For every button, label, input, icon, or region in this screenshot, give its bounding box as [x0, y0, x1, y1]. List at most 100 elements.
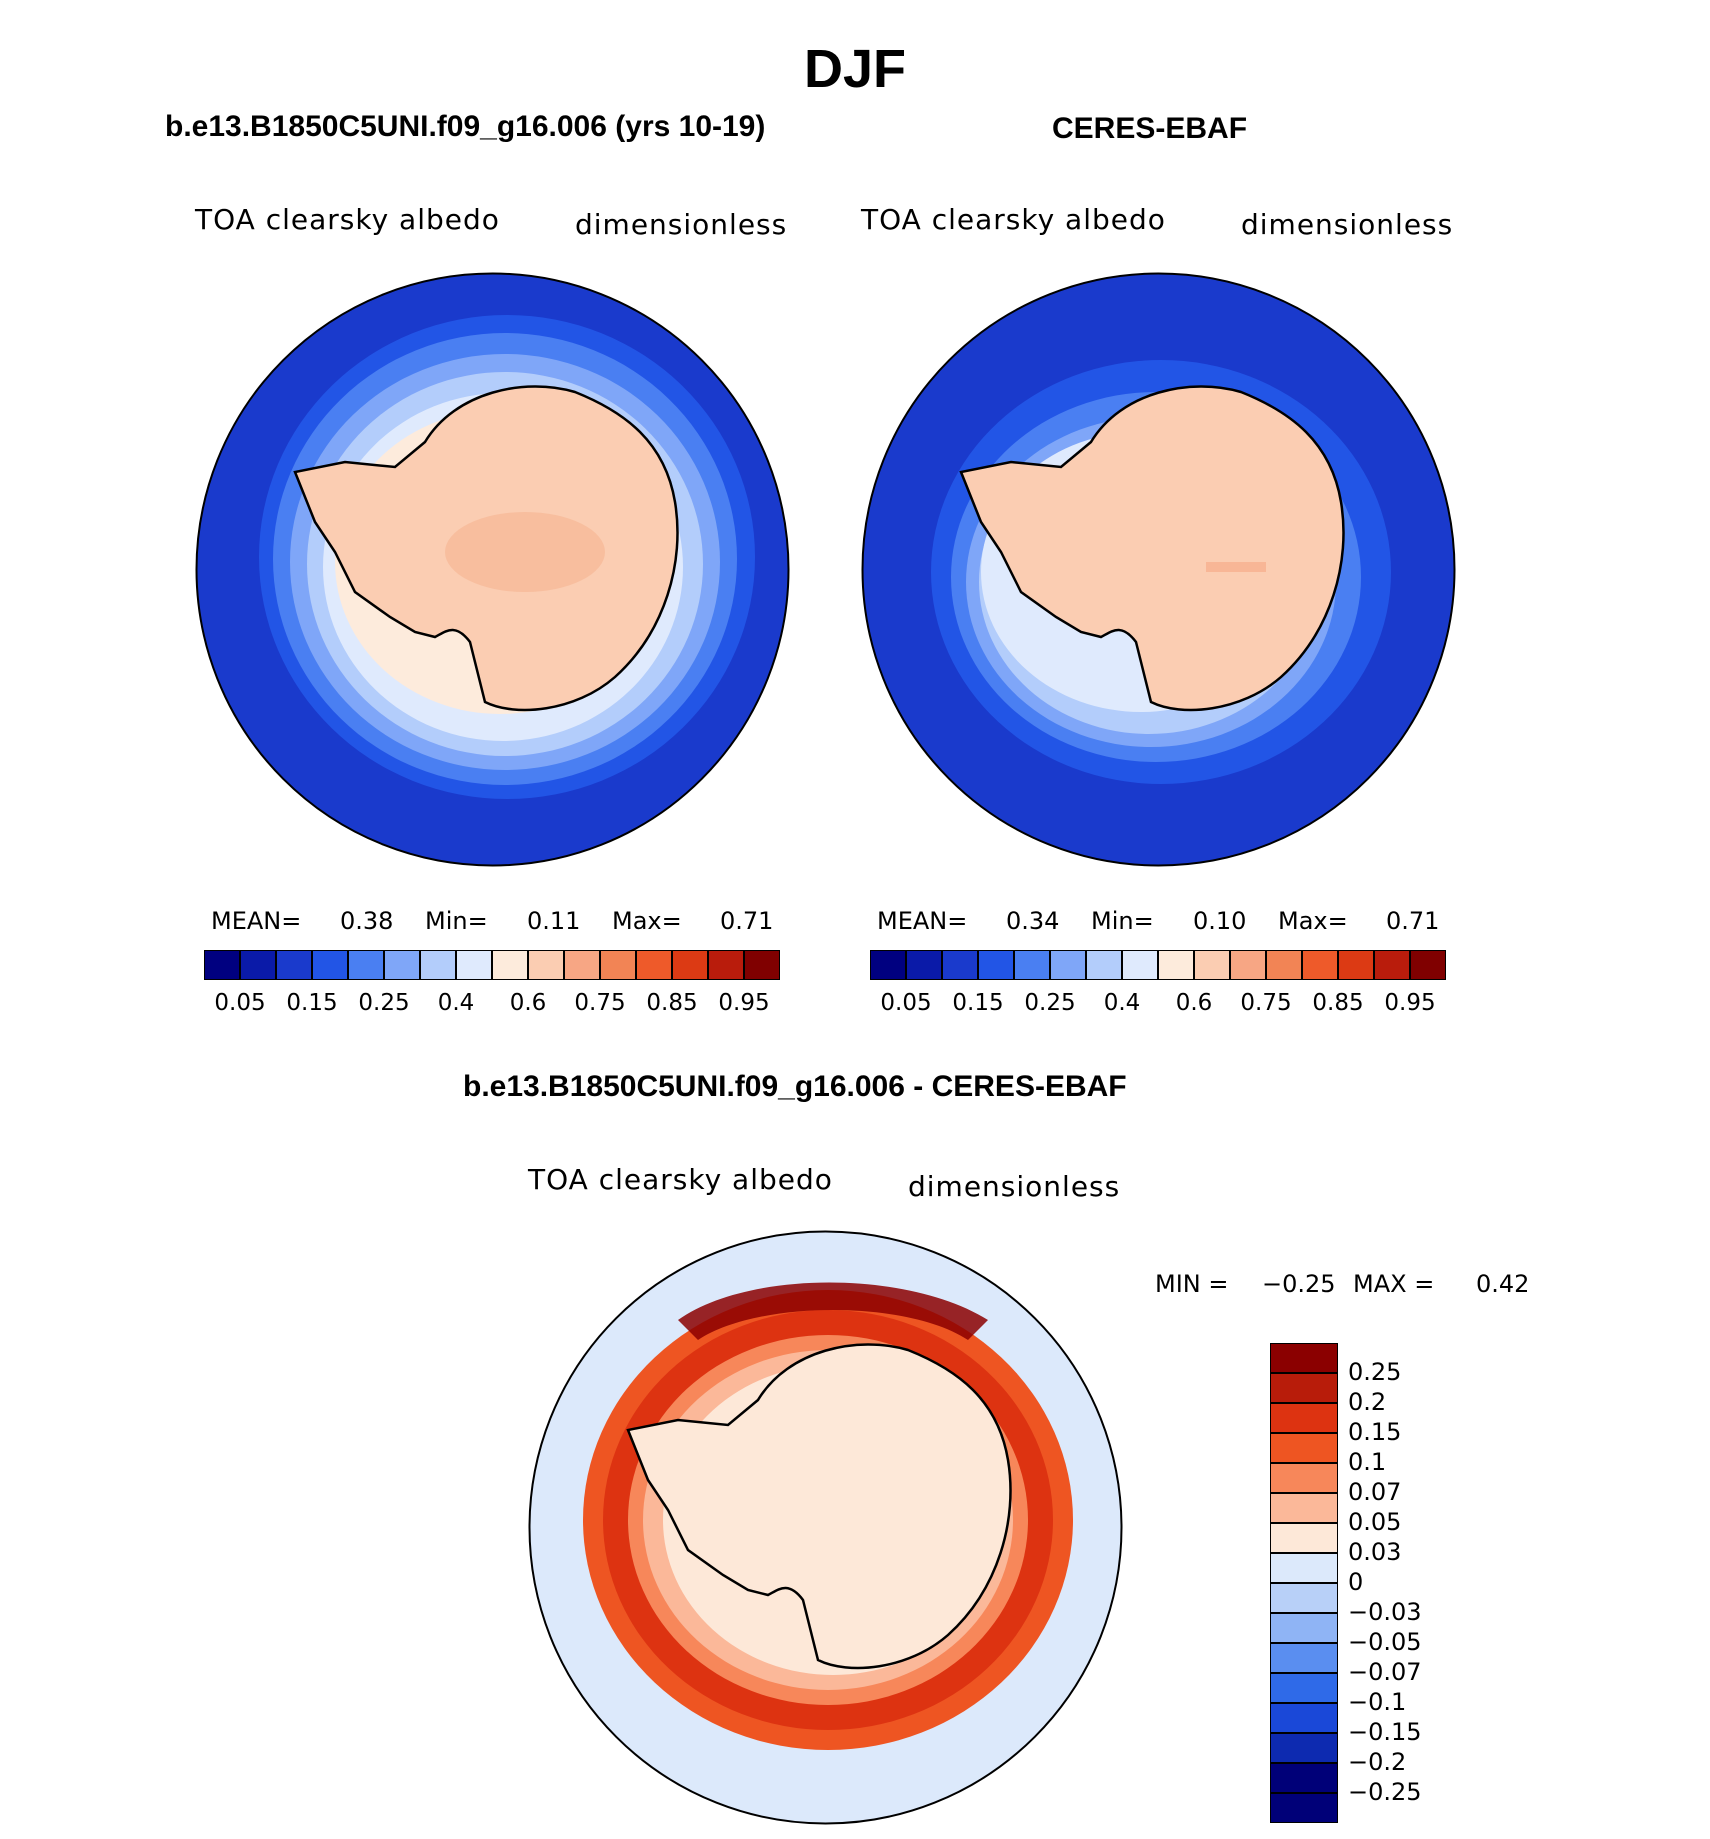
panel-c-colorbar-ticks: 0.25 0.2 0.15 0.1 0.07 0.05 0.03 0 −0.03 −0.05 −0.… [1348, 1343, 1468, 1823]
panel-b-colorbar-swatch [1266, 950, 1302, 980]
panel-c-colorbar-swatch [1270, 1763, 1338, 1793]
panel-c-colorbar-swatch [1270, 1403, 1338, 1433]
panel-c-colorbar-swatch [1270, 1373, 1338, 1403]
panel-a-colorbar-swatch [528, 950, 564, 980]
panel-a-colorbar-swatch [600, 950, 636, 980]
panel-a-colorbar-swatch [672, 950, 708, 980]
panel-a-units: dimensionless [575, 208, 788, 241]
panel-c-colorbar-swatch [1270, 1643, 1338, 1673]
panel-a-title: b.e13.B1850C5UNI.f09_g16.006 (yrs 10-19) [165, 110, 766, 143]
panel-c-colorbar-swatch [1270, 1343, 1338, 1373]
panel-a-colorbar [204, 950, 780, 980]
antarctica [959, 385, 1345, 712]
panel-b-colorbar-swatch [978, 950, 1014, 980]
panel-c-colorbar-swatch [1270, 1493, 1338, 1523]
panel-b-mean-value: 0.34 [1006, 907, 1060, 935]
panel-a-mean-label: MEAN= [211, 907, 302, 935]
panel-b-title: CERES-EBAF [1052, 112, 1248, 145]
panel-b-colorbar-tick-label: 0.85 [1312, 990, 1364, 1016]
panel-c-colorbar-swatch [1270, 1523, 1338, 1553]
panel-c-max-label: MAX = [1353, 1270, 1435, 1298]
panel-b-map [861, 272, 1456, 867]
panel-b-colorbar-tick-label: 0.05 [880, 990, 932, 1016]
panel-c-colorbar-swatch [1270, 1553, 1338, 1583]
panel-b-max-label: Max= [1278, 907, 1348, 935]
panel-c-colorbar-swatch [1270, 1793, 1338, 1823]
panel-c-colorbar-tick-label: −0.1 [1348, 1688, 1407, 1716]
panel-a-colorbar-tick-label: 0.85 [646, 990, 698, 1016]
panel-b-variable: TOA clearsky albedo [861, 203, 1166, 236]
panel-c-min-label: MIN = [1155, 1270, 1229, 1298]
panel-b-colorbar-swatch [1122, 950, 1158, 980]
panel-b-colorbar-ticks: 0.05 0.15 0.25 0.4 0.6 0.75 0.85 0.95 [870, 990, 1446, 1020]
panel-c-colorbar-tick-label: 0.03 [1348, 1538, 1402, 1566]
panel-c-colorbar-tick-label: −0.25 [1348, 1778, 1422, 1806]
panel-c-units: dimensionless [908, 1170, 1121, 1203]
panel-b-colorbar-swatch [1230, 950, 1266, 980]
panel-a-colorbar-swatch [492, 950, 528, 980]
panel-b-colorbar-tick-label: 0.95 [1384, 990, 1436, 1016]
panel-a-colorbar-swatch [384, 950, 420, 980]
panel-a-colorbar-swatch [456, 950, 492, 980]
panel-c-colorbar-tick-label: 0.2 [1348, 1388, 1387, 1416]
panel-a-colorbar-swatch [708, 950, 744, 980]
panel-b-min-label: Min= [1091, 907, 1154, 935]
panel-b-colorbar-swatch [1410, 950, 1446, 980]
panel-b-colorbar-tick-label: 0.4 [1103, 990, 1141, 1016]
panel-b-colorbar-swatch [942, 950, 978, 980]
panel-b-colorbar-tick-label: 0.15 [952, 990, 1004, 1016]
panel-c-colorbar-tick-label: 0.15 [1348, 1418, 1402, 1446]
panel-c-colorbar-tick-label: 0.25 [1348, 1358, 1402, 1386]
figure-title: DJF [803, 39, 906, 99]
panel-c-colorbar-swatch [1270, 1583, 1338, 1613]
panel-b-colorbar-tick-label: 0.6 [1175, 990, 1213, 1016]
panel-a-colorbar-swatch [420, 950, 456, 980]
panel-b-colorbar-swatch [1086, 950, 1122, 980]
panel-a-colorbar-tick-label: 0.25 [358, 990, 410, 1016]
panel-a-colorbar-tick-label: 0.15 [286, 990, 338, 1016]
panel-b-max-value: 0.71 [1386, 907, 1440, 935]
panel-c-colorbar-swatch [1270, 1613, 1338, 1643]
panel-a-max-label: Max= [612, 907, 682, 935]
panel-c-colorbar [1270, 1343, 1338, 1823]
panel-b-colorbar-swatch [1050, 950, 1086, 980]
panel-c-colorbar-swatch [1270, 1673, 1338, 1703]
panel-b-colorbar-swatch [1338, 950, 1374, 980]
panel-b-colorbar-tick-label: 0.25 [1024, 990, 1076, 1016]
panel-a-colorbar-swatch [312, 950, 348, 980]
panel-b-colorbar-tick-label: 0.75 [1240, 990, 1292, 1016]
panel-c-colorbar-tick-label: −0.07 [1348, 1658, 1422, 1686]
high-diff-arc [678, 1282, 988, 1340]
interior-patch [1206, 562, 1266, 572]
panel-a-colorbar-tick-label: 0.75 [574, 990, 626, 1016]
panel-b-colorbar-swatch [870, 950, 906, 980]
panel-b-units: dimensionless [1241, 208, 1454, 241]
panel-b-colorbar-swatch [1374, 950, 1410, 980]
panel-a-variable: TOA clearsky albedo [195, 203, 500, 236]
panel-c-title: b.e13.B1850C5UNI.f09_g16.006 - CERES-EBA… [463, 1070, 1127, 1103]
panel-b-mean-label: MEAN= [877, 907, 968, 935]
panel-a-colorbar-ticks: 0.05 0.15 0.25 0.4 0.6 0.75 0.85 0.95 [204, 990, 780, 1020]
panel-c-colorbar-tick-label: 0.05 [1348, 1508, 1402, 1536]
panel-a-mean-value: 0.38 [340, 907, 394, 935]
panel-c-map [528, 1230, 1123, 1825]
panel-a-colorbar-swatch [564, 950, 600, 980]
panel-c-colorbar-swatch [1270, 1703, 1338, 1733]
panel-b-colorbar-swatch [1194, 950, 1230, 980]
panel-c-colorbar-tick-label: −0.15 [1348, 1718, 1422, 1746]
panel-c-colorbar-tick-label: −0.2 [1348, 1748, 1407, 1776]
panel-c-colorbar-tick-label: 0.1 [1348, 1448, 1387, 1476]
panel-a-colorbar-swatch [276, 950, 312, 980]
panel-b-min-value: 0.10 [1193, 907, 1247, 935]
panel-a-min-value: 0.11 [527, 907, 581, 935]
panel-b-colorbar [870, 950, 1446, 980]
panel-b-colorbar-swatch [1014, 950, 1050, 980]
panel-a-colorbar-tick-label: 0.05 [214, 990, 266, 1016]
interior-high-albedo [445, 512, 605, 592]
panel-a-colorbar-swatch [240, 950, 276, 980]
panel-a-colorbar-tick-label: 0.4 [437, 990, 475, 1016]
panel-a-colorbar-swatch [204, 950, 240, 980]
panel-a-max-value: 0.71 [720, 907, 774, 935]
panel-a-colorbar-swatch [348, 950, 384, 980]
panel-c-colorbar-tick-label: 0 [1348, 1568, 1364, 1596]
